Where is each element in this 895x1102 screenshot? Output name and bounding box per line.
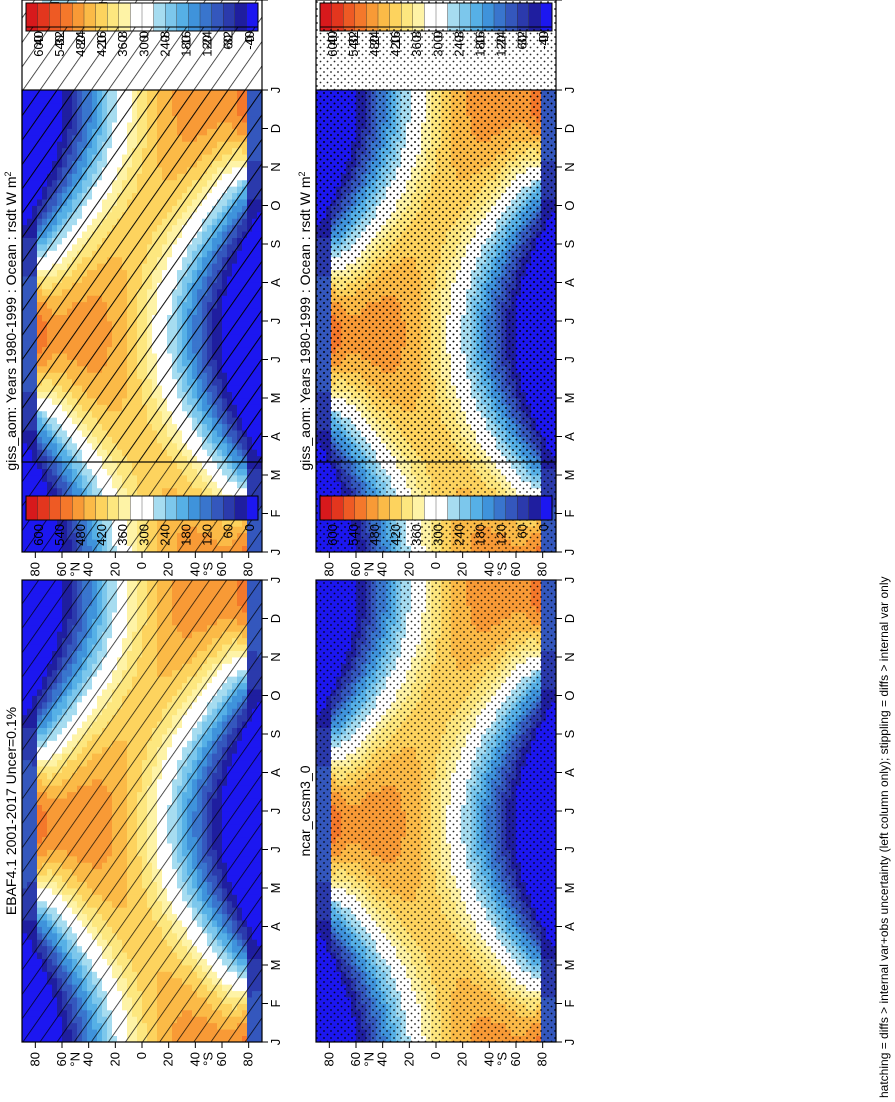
month-tick-label: D xyxy=(268,124,283,133)
panel-1-title: giss_aom: Years 1980-1999 : Ocean : rsdt… xyxy=(3,171,19,470)
lat-tick-label: 80 xyxy=(241,562,256,576)
title-text: giss_aom: Years 1980-1999 : Ocean : rsdt… xyxy=(3,176,19,470)
month-tick-label: J xyxy=(268,87,283,94)
lat-tick-label: 0 xyxy=(134,562,149,569)
lat-tick-label: 20 xyxy=(107,562,122,576)
month-tick-label: J xyxy=(268,318,283,325)
panel-2: 80 60 40 20 0 20 40 60 80°N °SJFMAMJJASONDJEBAF4.… xyxy=(3,495,283,1067)
lat-tick-label: 80 xyxy=(27,562,42,576)
lat-tick-label: 40 xyxy=(187,562,202,576)
month-tick-label: A xyxy=(268,432,283,441)
month-tick-label: O xyxy=(268,200,283,210)
lat-tick-label: 60 xyxy=(54,562,69,576)
month-tick-label: J xyxy=(268,356,283,363)
lat-tick-label: 40 xyxy=(81,562,96,576)
month-tick-label: A xyxy=(268,278,283,287)
lat-tick-label: 60 xyxy=(214,562,229,576)
lat-unit-south: °S xyxy=(201,562,216,576)
month-tick-label: M xyxy=(268,470,283,481)
month-tick-label: J xyxy=(268,549,283,556)
month-tick-label: M xyxy=(268,393,283,404)
month-tick-label: F xyxy=(268,509,283,517)
month-tick-label: N xyxy=(268,162,283,171)
month-tick-label: S xyxy=(268,239,283,248)
lat-tick-label: 20 xyxy=(161,562,176,576)
title-superscript: 2 xyxy=(3,171,13,176)
lat-unit-north: °N xyxy=(67,562,82,577)
